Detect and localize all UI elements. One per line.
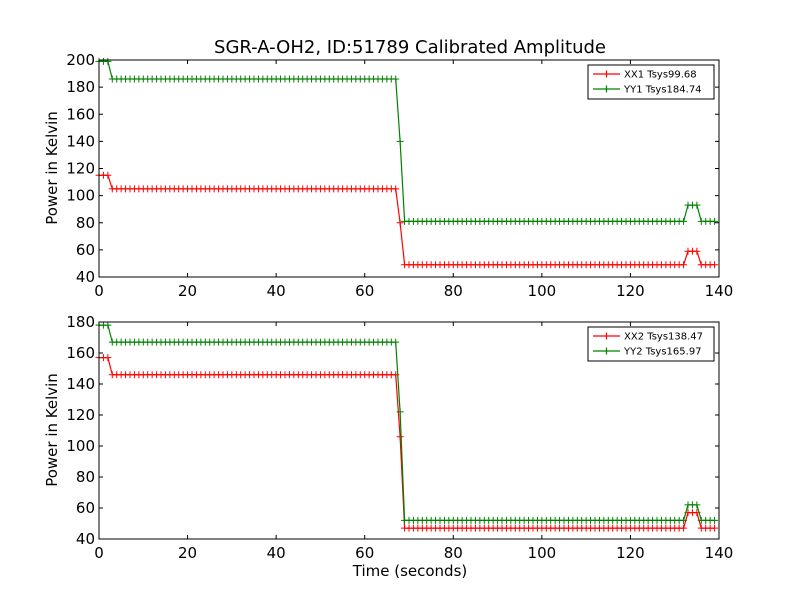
- bottom-x-tick-label: 140: [705, 544, 734, 562]
- top-series-0-point: [711, 261, 719, 269]
- top-y-tick-label: 120: [66, 160, 95, 178]
- bottom-legend-label-0: XX2 Tsys138.47: [624, 332, 703, 343]
- bottom-x-tick-label: 40: [267, 544, 286, 562]
- bottom-x-tick-label: 120: [616, 544, 645, 562]
- top-y-tick-label: 40: [76, 268, 95, 286]
- top-y-tick-label: 80: [76, 214, 95, 232]
- top-x-tick-label: 100: [528, 282, 557, 300]
- top-series-0-point: [392, 185, 400, 193]
- bottom-y-tick-label: 140: [66, 375, 95, 393]
- top-legend-label-1: YY1 Tsys184.74: [623, 85, 702, 96]
- bottom-y-tick-label: 180: [66, 313, 95, 331]
- top-x-tick-label: 140: [705, 282, 734, 300]
- top-x-tick-label: 0: [94, 282, 104, 300]
- bottom-legend-swatch-1: [593, 347, 620, 355]
- top-series-1-point: [680, 217, 688, 225]
- bottom-y-tick-label: 120: [66, 406, 95, 424]
- top-y-axis-label: Power in Kelvin: [43, 111, 61, 225]
- bottom-legend-swatch-0: [593, 332, 620, 340]
- bottom-legend: XX2 Tsys138.47 YY2 Tsys165.97: [587, 326, 715, 362]
- top-series-1-point: [104, 57, 112, 65]
- top-y-tick-label: 160: [66, 105, 95, 123]
- top-legend-label-0: XX1 Tsys99.68: [624, 70, 697, 81]
- top-plot-panel: Power in Kelvin 0 20 40 60 80 100 120 140 40 60 80…: [43, 51, 733, 300]
- bottom-plot-panel: Power in Kelvin Time (seconds) 0 20 40 60 80…: [43, 313, 733, 580]
- top-y-tick-label: 100: [66, 187, 95, 205]
- bottom-y-tick-label: 100: [66, 437, 95, 455]
- top-x-tick-label: 40: [267, 282, 286, 300]
- bottom-y-axis-label: Power in Kelvin: [43, 373, 61, 487]
- bottom-series-1-point: [396, 408, 404, 416]
- bottom-series-0-point: [104, 354, 112, 362]
- top-legend: XX1 Tsys99.68 YY1 Tsys184.74: [587, 64, 715, 100]
- bottom-y-tick-label: 80: [76, 468, 95, 486]
- top-y-tick-label: 60: [76, 241, 95, 259]
- top-y-tick-label: 180: [66, 78, 95, 96]
- bottom-legend-label-1: YY2 Tsys165.97: [623, 347, 702, 358]
- top-series-1-point: [711, 217, 719, 225]
- bottom-series-line-0: [99, 357, 715, 529]
- top-y-tick-label: 200: [66, 51, 95, 69]
- top-x-tick-label: 20: [178, 282, 197, 300]
- bottom-series-1-point: [693, 501, 701, 509]
- figure-title: SGR-A-OH2, ID:51789 Calibrated Amplitude: [214, 37, 606, 58]
- bottom-y-tick-label: 160: [66, 344, 95, 362]
- bottom-axes-frame: [98, 321, 720, 540]
- top-y-tick-label: 140: [66, 132, 95, 150]
- top-series-0-point: [104, 171, 112, 179]
- bottom-x-tick-label: 20: [178, 544, 197, 562]
- top-series-0-point: [693, 247, 701, 255]
- bottom-x-tick-label: 80: [444, 544, 463, 562]
- bottom-x-tick-label: 60: [355, 544, 374, 562]
- bottom-x-axis-label: Time (seconds): [352, 562, 468, 580]
- top-series-0-point: [396, 219, 404, 227]
- top-series-0-point: [680, 261, 688, 269]
- top-x-tick-label: 80: [444, 282, 463, 300]
- bottom-series-1-point: [104, 321, 112, 329]
- bottom-series-0-point: [711, 524, 719, 532]
- top-legend-swatch-0: [593, 70, 620, 78]
- bottom-series-0-point: [396, 433, 404, 441]
- top-series-1-point: [396, 137, 404, 145]
- bottom-series-1-point: [392, 338, 400, 346]
- bottom-x-tick-label: 100: [528, 544, 557, 562]
- bottom-y-tick-label: 60: [76, 499, 95, 517]
- bottom-series-0-point: [680, 524, 688, 532]
- top-legend-swatch-1: [593, 85, 620, 93]
- top-series-1-point: [392, 75, 400, 83]
- top-x-tick-label: 120: [616, 282, 645, 300]
- bottom-y-tick-label: 40: [76, 530, 95, 548]
- bottom-x-tick-label: 0: [94, 544, 104, 562]
- top-series-1-point: [693, 201, 701, 209]
- bottom-series-1-point: [711, 516, 719, 524]
- bottom-series-1-point: [680, 516, 688, 524]
- top-x-tick-label: 60: [355, 282, 374, 300]
